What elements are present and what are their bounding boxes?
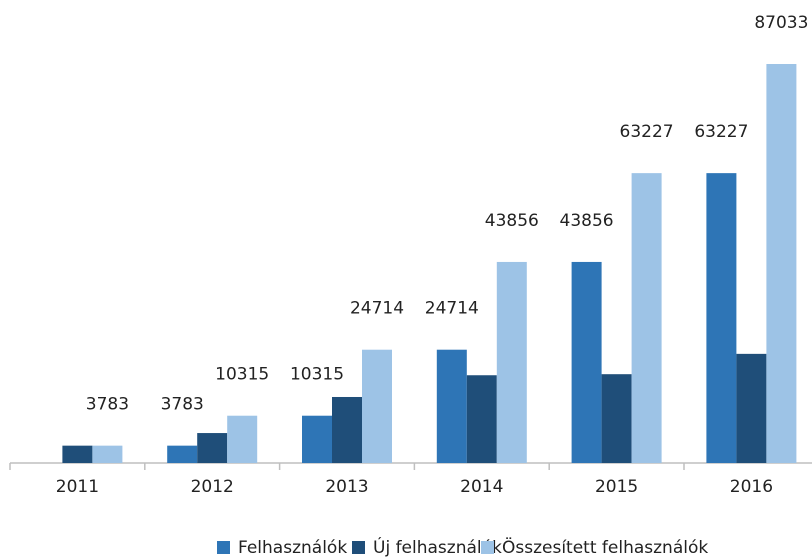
bar (736, 353, 767, 463)
data-label: 24714 (350, 299, 404, 319)
x-tick-label: 2016 (730, 477, 773, 497)
data-label: 43856 (485, 211, 539, 231)
x-tick-label: 2011 (56, 477, 99, 497)
bar (706, 173, 737, 463)
bar (332, 396, 362, 463)
bar (302, 415, 332, 463)
x-tick-label: 2012 (191, 477, 234, 497)
legend-label: Felhasználók (238, 538, 347, 558)
bar (631, 173, 662, 463)
x-tick-label: 2013 (325, 477, 368, 497)
data-label: 43856 (560, 211, 614, 231)
data-label: 3783 (161, 395, 204, 415)
bar (436, 349, 467, 463)
x-tick-label: 2014 (460, 477, 503, 497)
data-label: 24714 (425, 299, 479, 319)
legend-swatch (352, 541, 365, 554)
bar (197, 433, 228, 463)
data-label: 63227 (694, 122, 748, 142)
data-label: 63227 (620, 122, 674, 142)
legend-swatch (481, 541, 494, 554)
bar (227, 415, 258, 463)
bar (571, 261, 602, 463)
data-label: 10315 (215, 365, 269, 385)
bar (92, 445, 123, 463)
x-tick-label: 2015 (595, 477, 638, 497)
bar (766, 64, 797, 463)
data-label: 87033 (754, 13, 808, 33)
bar (496, 261, 527, 463)
data-label: 3783 (86, 395, 129, 415)
data-label: 10315 (290, 365, 344, 385)
bar (601, 374, 632, 463)
legend-label: Összesített felhasználók (502, 536, 708, 558)
bar (362, 349, 392, 463)
legend-swatch (217, 541, 230, 554)
bar (167, 445, 198, 463)
legend-label: Új felhasználók (373, 536, 502, 558)
bar (466, 375, 497, 463)
bar (62, 445, 93, 463)
